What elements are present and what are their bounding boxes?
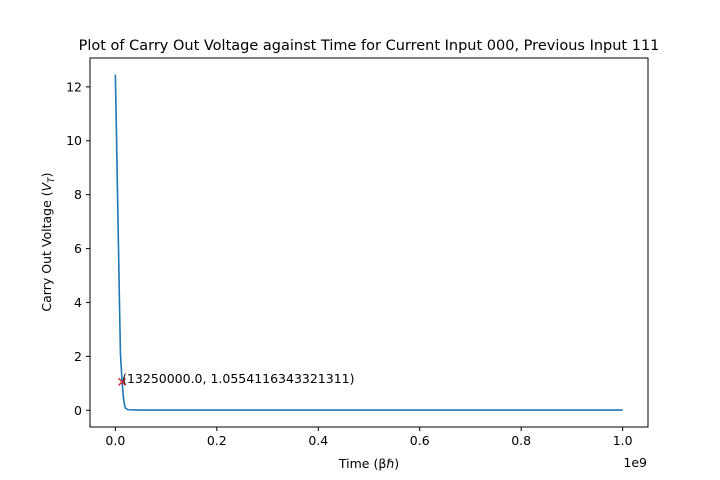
y-tick-label: 6: [74, 241, 82, 256]
plot-area: [89, 57, 649, 428]
chart-title: Plot of Carry Out Voltage against Time f…: [79, 38, 660, 54]
y-label-prefix: Carry Out Voltage (: [39, 191, 54, 311]
x-offset-label: 1e9: [623, 455, 647, 470]
y-label-suffix: ): [39, 172, 54, 177]
y-axis: 0 2 4 6 8 10 12: [66, 79, 90, 418]
y-tick-label: 10: [66, 133, 82, 148]
x-tick-label: 0.0: [105, 433, 125, 448]
x-tick-label: 1.0: [613, 433, 633, 448]
x-tick-label: 0.8: [511, 433, 531, 448]
marker-stroke: [118, 377, 127, 386]
y-tick-label: 12: [66, 79, 82, 94]
axes-frame: [89, 57, 649, 428]
point-marker: [118, 377, 127, 386]
y-tick-label: 2: [74, 349, 82, 364]
series-layer: [114, 74, 623, 411]
point-annotation: (13250000.0, 1.0554116343321311): [122, 371, 354, 386]
y-tick-label: 0: [74, 403, 82, 418]
y-tick-label: 4: [74, 295, 82, 310]
y-label-var: V: [39, 181, 54, 191]
y-axis-label: Carry Out Voltage (VT): [39, 172, 57, 311]
y-label-sub: T: [47, 176, 57, 183]
y-tick-label: 8: [74, 187, 82, 202]
series-line: [114, 74, 623, 411]
marker-layer: (13250000.0, 1.0554116343321311): [118, 371, 355, 386]
x-tick-label: 0.4: [308, 433, 328, 448]
x-axis: 0.0 0.2 0.4 0.6 0.8 1.0: [105, 427, 633, 448]
x-tick-label: 0.6: [410, 433, 430, 448]
x-axis-label: Time (βℏ): [338, 456, 399, 471]
x-tick-label: 0.2: [207, 433, 227, 448]
